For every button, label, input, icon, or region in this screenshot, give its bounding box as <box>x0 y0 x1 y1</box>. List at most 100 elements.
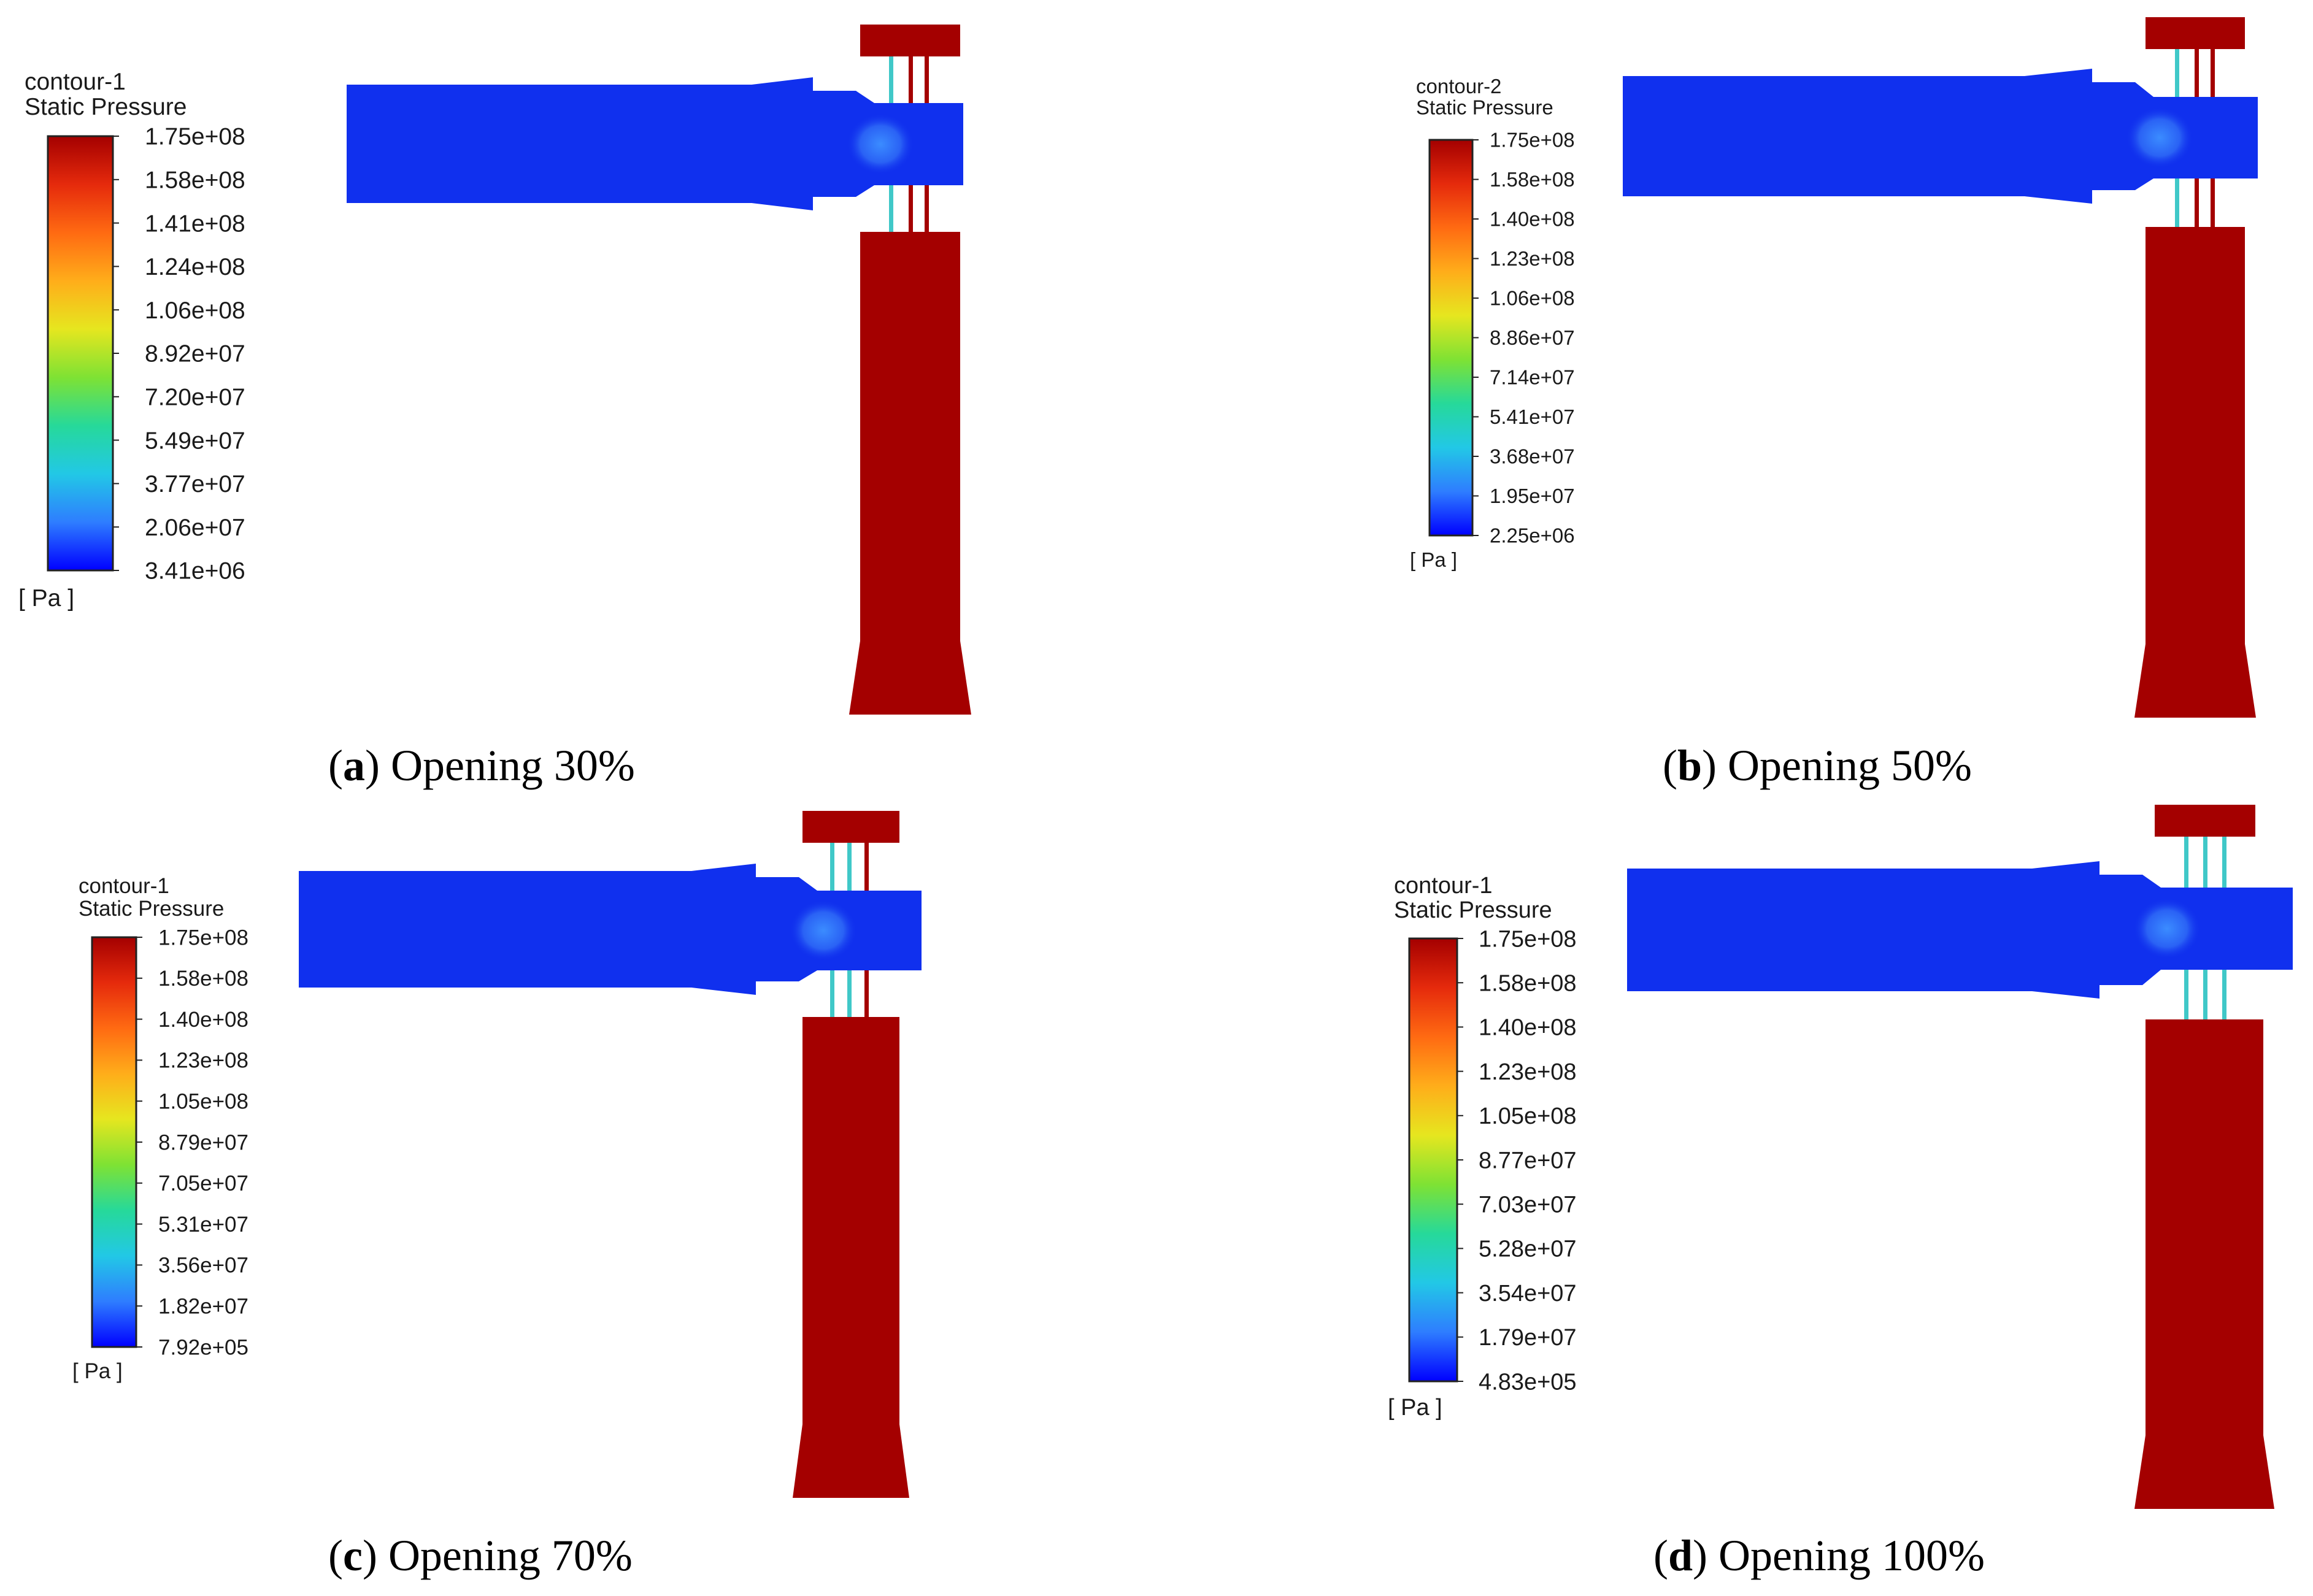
valve-geometry-a <box>347 25 971 715</box>
colorbar-tick-label: 8.92e+07 <box>145 341 245 367</box>
legend-unit: [ Pa ] <box>1388 1395 1442 1421</box>
colorbar-tick-label: 3.54e+07 <box>1479 1281 1577 1306</box>
colorbar <box>1428 139 1474 537</box>
colorbar-tick-label: 8.86e+07 <box>1490 326 1575 349</box>
colorbar-tick-label: 7.03e+07 <box>1479 1192 1577 1218</box>
colorbar-tick-label: 3.56e+07 <box>158 1254 248 1278</box>
high-pressure-pipe <box>2134 227 2256 718</box>
valve-passage <box>925 185 929 232</box>
colorbar-tick-label: 5.31e+07 <box>158 1213 248 1237</box>
low-pressure-pipe <box>347 77 813 210</box>
panel-caption-b: (b) Opening 50% <box>1663 741 1972 790</box>
valve-passage <box>909 56 913 103</box>
colorbar-tick-label: 1.58e+08 <box>158 967 248 991</box>
low-pressure-pipe <box>1627 861 2099 999</box>
colorbar-tick-label: 7.20e+07 <box>145 384 245 410</box>
valve-geometry-b <box>1623 17 2258 718</box>
colorbar-tick-label: 1.23e+08 <box>1490 247 1575 270</box>
colorbar-tick-label: 1.23e+08 <box>1479 1059 1577 1085</box>
high-pressure-chamber <box>802 811 899 843</box>
colorbar-tick-label: 1.75e+08 <box>1479 926 1577 952</box>
pressure-spot <box>790 900 857 961</box>
caption-letter: b <box>1677 741 1702 790</box>
valve-passage <box>830 843 834 891</box>
valve-passage <box>889 56 893 103</box>
legend-subtitle: Static Pressure <box>1416 96 1553 119</box>
high-pressure-pipe <box>793 1017 909 1498</box>
colorbar-tick-label: 1.58e+08 <box>1490 168 1575 191</box>
panel-caption-a: (a) Opening 30% <box>328 741 635 790</box>
colorbar-tick-label: 1.05e+08 <box>1479 1103 1577 1129</box>
colorbar-tick-label: 1.79e+07 <box>1479 1325 1577 1351</box>
colorbar-tick-label: 5.28e+07 <box>1479 1237 1577 1262</box>
valve-passage <box>2195 178 2199 227</box>
pressure-spot <box>2133 898 2201 959</box>
valve-passage <box>864 970 869 1017</box>
colorbar-tick-label: 5.49e+07 <box>145 428 245 454</box>
legend-title: contour-1 <box>25 69 126 95</box>
valve-passage <box>925 56 929 103</box>
legend-unit: [ Pa ] <box>72 1359 123 1383</box>
high-pressure-pipe <box>2134 1019 2274 1509</box>
caption-letter: a <box>343 741 365 790</box>
panel-caption-d: (d) Opening 100% <box>1653 1531 1985 1580</box>
high-pressure-chamber <box>860 25 960 56</box>
pressure-spot <box>847 113 914 175</box>
colorbar-tick-label: 1.40e+08 <box>1490 208 1575 231</box>
valve-passage <box>2203 970 2207 1019</box>
colorbar-tick-label: 7.92e+05 <box>158 1335 248 1359</box>
colorbar-tick-label: 7.14e+07 <box>1490 366 1575 389</box>
valve-passage <box>2184 837 2188 888</box>
valve-passage <box>2175 49 2179 97</box>
colorbar-tick-label: 3.77e+07 <box>145 471 245 497</box>
colorbar <box>1408 937 1458 1383</box>
colorbar-tick-label: 1.24e+08 <box>145 254 245 280</box>
valve-passage <box>2195 49 2199 97</box>
high-pressure-pipe <box>849 232 971 715</box>
colorbar-tick-label: 7.05e+07 <box>158 1172 248 1195</box>
colorbar-tick-label: 1.06e+08 <box>1490 287 1575 310</box>
valve-passage <box>2184 970 2188 1019</box>
pressure-spot <box>2126 107 2193 169</box>
valve-passage <box>847 970 852 1017</box>
colorbar-tick-label: 1.58e+08 <box>1479 971 1577 997</box>
colorbar-tick-label: 1.58e+08 <box>145 167 245 193</box>
colorbar-tick-label: 2.06e+07 <box>145 515 245 541</box>
caption-letter: d <box>1668 1531 1693 1580</box>
valve-passage <box>2211 49 2215 97</box>
colorbar <box>47 135 114 572</box>
valve-passage <box>830 970 834 1017</box>
high-pressure-chamber <box>2146 17 2245 49</box>
colorbar-tick-label: 1.40e+08 <box>1479 1015 1577 1041</box>
low-pressure-pipe <box>1623 69 2092 204</box>
colorbar-tick-label: 8.79e+07 <box>158 1130 248 1154</box>
colorbar-tick-label: 8.77e+07 <box>1479 1148 1577 1173</box>
panel-caption-c: (c) Opening 70% <box>328 1531 633 1580</box>
colorbar-tick-label: 1.23e+08 <box>158 1049 248 1073</box>
caption-text: Opening 50% <box>1717 741 1972 790</box>
legend-unit: [ Pa ] <box>18 585 74 612</box>
colorbar-tick-label: 1.05e+08 <box>158 1089 248 1113</box>
valve-passage <box>2203 837 2207 888</box>
valve-passage <box>2222 837 2226 888</box>
legend-title: contour-1 <box>79 874 169 898</box>
valve-passage <box>864 843 869 891</box>
legend-subtitle: Static Pressure <box>79 897 224 921</box>
legend-title: contour-1 <box>1394 873 1493 899</box>
legend-subtitle: Static Pressure <box>25 94 187 120</box>
valve-geometry-c <box>299 811 922 1498</box>
legend-title: contour-2 <box>1416 75 1501 98</box>
high-pressure-chamber <box>2155 805 2255 837</box>
colorbar <box>91 936 137 1348</box>
colorbar-tick-label: 2.25e+06 <box>1490 524 1575 547</box>
colorbar-tick-label: 1.40e+08 <box>158 1008 248 1032</box>
colorbar-tick-label: 1.75e+08 <box>145 124 245 150</box>
colorbar-tick-label: 1.82e+07 <box>158 1294 248 1318</box>
